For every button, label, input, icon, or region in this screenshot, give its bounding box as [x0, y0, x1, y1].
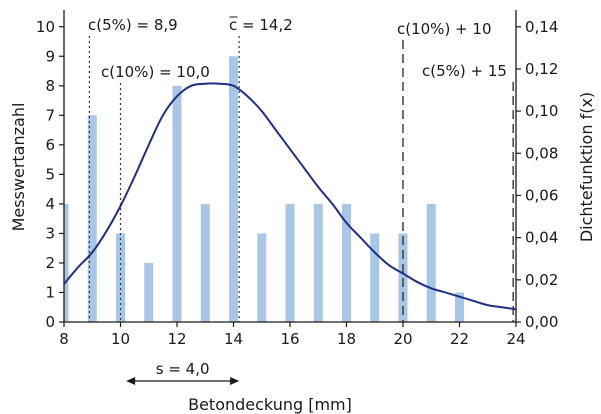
ticks-layer: 8 10 12 14 16 18 20 22 240123456789100,000,020,0… [36, 18, 559, 348]
y2-tick-label: 0,12 [525, 60, 558, 78]
arrow-head-left [126, 377, 136, 385]
y-tick-label: 8 [45, 77, 55, 95]
y-tick-label: 3 [45, 224, 55, 242]
y2-tick-label: 0,02 [525, 271, 558, 289]
marker-labels: c(5%) = 8,9 c(10%) = 10,0 c = 14,2 c(10%) +… [88, 16, 507, 81]
x-tick-label: 14 [224, 330, 243, 348]
y-tick-label: 5 [45, 165, 55, 183]
bar [257, 233, 267, 322]
x-axis-title: Betondeckung [mm] [188, 395, 352, 414]
bar [370, 233, 380, 322]
x-tick-label: 24 [506, 330, 525, 348]
marker-lines [88, 36, 514, 322]
bar [342, 203, 351, 322]
y-tick-label: 1 [45, 283, 55, 301]
x-tick-label: 16 [280, 330, 299, 348]
bars-layer [64, 56, 464, 323]
x-tick-label: 20 [393, 330, 412, 348]
y2-tick-label: 0,08 [525, 144, 558, 162]
x-tick-label: 10 [111, 330, 130, 348]
marker-label-c10: c(10%) = 10,0 [101, 63, 210, 81]
std-dev-label: s = 4,0 [156, 360, 210, 378]
bar [455, 292, 464, 322]
y-tick-label: 10 [36, 18, 55, 36]
x-tick-label: 18 [337, 330, 356, 348]
bar [87, 115, 97, 322]
y2-tick-label: 0,10 [525, 102, 558, 120]
bar [64, 203, 69, 322]
bar [229, 56, 238, 323]
y-tick-label: 0 [45, 313, 55, 331]
arrow-head-right [230, 377, 240, 385]
x-tick-label: 8 [59, 330, 69, 348]
x-tick-label: 12 [167, 330, 186, 348]
marker-label-c5p15: c(5%) + 15 [422, 62, 507, 80]
x-tick-label: 22 [450, 330, 469, 348]
y-tick-label: 9 [45, 47, 55, 65]
y-tick-label: 4 [45, 195, 55, 213]
bar [144, 262, 154, 322]
marker-label-cmean: c = 14,2 [229, 16, 293, 34]
y-tick-label: 7 [45, 106, 55, 124]
y-axis-title: Messwertanzahl [9, 103, 28, 232]
y2-tick-label: 0,06 [525, 186, 558, 204]
y-tick-label: 6 [45, 136, 55, 154]
std-dev-arrow: s = 4,0 [126, 360, 240, 385]
bar [172, 85, 182, 322]
y2-axis-title: Dichtefunktion f(x) [577, 92, 596, 242]
bar [116, 233, 125, 322]
bar [426, 203, 436, 322]
y2-tick-label: 0,00 [525, 313, 558, 331]
bar [398, 233, 408, 322]
y2-tick-label: 0,04 [525, 229, 558, 247]
bar [313, 203, 323, 322]
marker-label-c10p10: c(10%) + 10 [397, 20, 491, 38]
bar [200, 203, 210, 322]
bar [285, 203, 295, 322]
marker-label-c5: c(5%) = 8,9 [88, 16, 178, 34]
density-curve [63, 82, 517, 311]
y-tick-label: 2 [45, 254, 55, 272]
y2-tick-label: 0,14 [525, 18, 558, 36]
